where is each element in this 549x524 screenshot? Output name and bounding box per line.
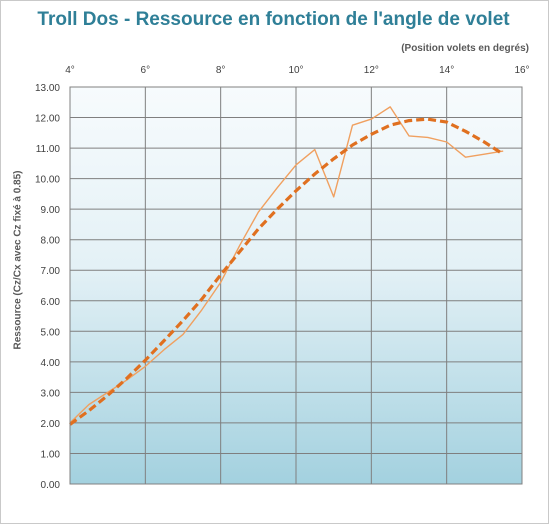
y-tick-label: 7.00: [41, 266, 61, 277]
x-tick-label: 4°: [65, 65, 75, 76]
y-tick-label: 12.00: [35, 114, 60, 125]
x-tick-label: 8°: [216, 65, 226, 76]
x-tick-label: 10°: [288, 65, 303, 76]
y-tick-label: 9.00: [41, 205, 61, 216]
y-tick-label: 1.00: [41, 449, 61, 460]
series-layer: [69, 106, 505, 426]
x-tick-label: 14°: [439, 65, 454, 76]
chart-title: Troll Dos - Ressource en fonction de l'a…: [37, 9, 510, 30]
x-tick-label: 12°: [364, 65, 379, 76]
y-tick-label: 2.00: [41, 419, 61, 430]
trend-line-dashed: [69, 117, 505, 426]
y-tick-label: 3.00: [41, 388, 61, 399]
data-line-solid: [69, 106, 504, 424]
y-tick-label: 8.00: [41, 236, 61, 247]
y-tick-label: 13.00: [35, 83, 60, 94]
y-tick-label: 4.00: [41, 358, 61, 369]
x-tick-labels: 4° 6° 8° 10° 12° 14° 16°: [65, 65, 529, 76]
y-tick-labels: 0.00 1.00 2.00 3.00 4.00 5.00 6.00 7.00 8.00 9.00…: [35, 83, 60, 491]
x-tick-label: 16°: [514, 65, 529, 76]
plot-border: [69, 86, 523, 485]
x-tick-label: 6°: [141, 65, 151, 76]
y-tick-label: 6.00: [41, 297, 61, 308]
y-tick-label: 10.00: [35, 175, 60, 186]
x-axis-label: (Position volets en degrés): [401, 43, 529, 54]
y-tick-label: 5.00: [41, 327, 61, 338]
y-tick-label: 0.00: [41, 480, 61, 491]
y-tick-label: 11.00: [36, 144, 61, 155]
